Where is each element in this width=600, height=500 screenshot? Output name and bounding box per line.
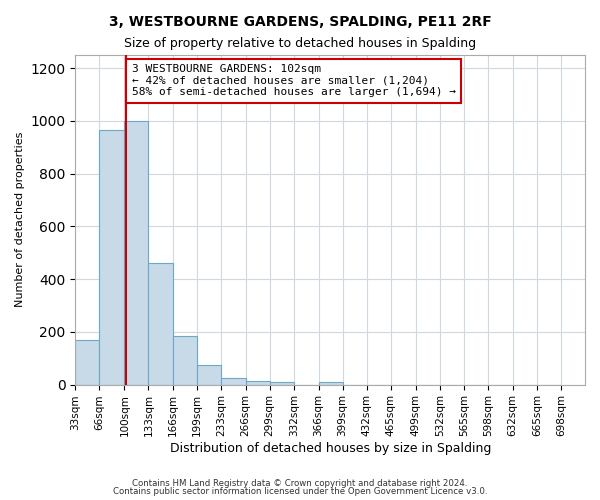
Bar bbox=[124, 121, 148, 384]
Text: Size of property relative to detached houses in Spalding: Size of property relative to detached ho… bbox=[124, 38, 476, 51]
Bar bbox=[197, 365, 221, 384]
Text: Contains HM Land Registry data © Crown copyright and database right 2024.: Contains HM Land Registry data © Crown c… bbox=[132, 478, 468, 488]
Bar bbox=[76, 340, 100, 384]
Bar bbox=[221, 378, 245, 384]
Bar bbox=[173, 336, 197, 384]
Bar bbox=[100, 130, 124, 384]
Text: 3 WESTBOURNE GARDENS: 102sqm
← 42% of detached houses are smaller (1,204)
58% of: 3 WESTBOURNE GARDENS: 102sqm ← 42% of de… bbox=[131, 64, 455, 98]
Y-axis label: Number of detached properties: Number of detached properties bbox=[15, 132, 25, 308]
X-axis label: Distribution of detached houses by size in Spalding: Distribution of detached houses by size … bbox=[170, 442, 491, 455]
Bar bbox=[319, 382, 343, 384]
Text: 3, WESTBOURNE GARDENS, SPALDING, PE11 2RF: 3, WESTBOURNE GARDENS, SPALDING, PE11 2R… bbox=[109, 15, 491, 29]
Bar bbox=[148, 264, 173, 384]
Bar bbox=[269, 382, 293, 384]
Text: Contains public sector information licensed under the Open Government Licence v3: Contains public sector information licen… bbox=[113, 487, 487, 496]
Bar bbox=[245, 380, 269, 384]
